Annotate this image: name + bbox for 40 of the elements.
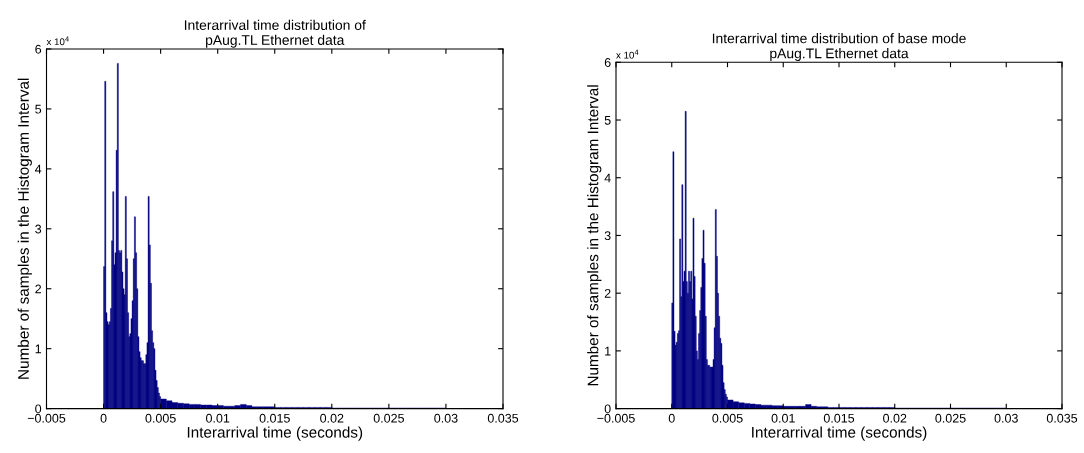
x-axis-title: Interarrival time (seconds): [752, 426, 927, 441]
x-tick-label: 0: [668, 413, 675, 423]
y-tick-label: 3: [604, 231, 611, 241]
x-tick-label: 0.015: [259, 413, 290, 423]
x-tick-label: −0.005: [27, 413, 66, 423]
x-tick-label: 0.025: [373, 413, 404, 423]
y-tick-label: 2: [604, 288, 611, 298]
y-axis-title: Number of samples in the Histogram Interval: [17, 78, 32, 379]
x-axis-title: Interarrival time (seconds): [187, 426, 363, 441]
x-tick-label: 0.005: [712, 413, 743, 423]
x-tick-label: 0.03: [994, 413, 1018, 423]
x-tick-label: 0.035: [1046, 413, 1078, 423]
y-tick-label: 3: [35, 224, 42, 234]
text: x 10$^{4}$: [616, 49, 639, 59]
chart-title: Interarrival time distribution of base mode pAug.TL Ethernet data: [712, 33, 966, 62]
x-tick-label: 0.035: [487, 413, 519, 423]
chart-title: Interarrival time distribution of pAug.TL Ethernet data: [184, 19, 366, 48]
y-tick-label: 4: [604, 173, 611, 183]
y-tick-label: 0: [604, 404, 611, 414]
x-tick-label: −0.005: [597, 413, 635, 423]
y-tick-label: 1: [605, 346, 611, 356]
y-tick-label: 5: [604, 115, 611, 125]
y-tick-label: 6: [35, 44, 42, 54]
y-tick-label: 1: [35, 344, 42, 354]
x-tick-label: 0.015: [823, 413, 855, 423]
x-tick-label: 0.02: [883, 413, 907, 423]
x-tick-label: 0.005: [145, 413, 176, 423]
y-tick-label: 2: [35, 284, 42, 294]
x-tick-label: 0.02: [320, 413, 344, 423]
y-tick-label: 5: [35, 104, 42, 114]
text: x 10$^{4}$: [46, 36, 69, 46]
y-tick-label: 4: [34, 164, 42, 174]
y-tick-label: 6: [604, 58, 611, 67]
y-tick-label: 0: [35, 404, 42, 414]
x-tick-label: 0.025: [935, 413, 966, 423]
y-axis-title: Number of samples in the Histogram Interval: [587, 85, 602, 386]
x-tick-label: 0.01: [771, 413, 795, 423]
x-tick-label: 0.01: [206, 413, 230, 423]
x-tick-label: 0.03: [434, 413, 458, 423]
x-tick-label: 0: [100, 413, 107, 423]
